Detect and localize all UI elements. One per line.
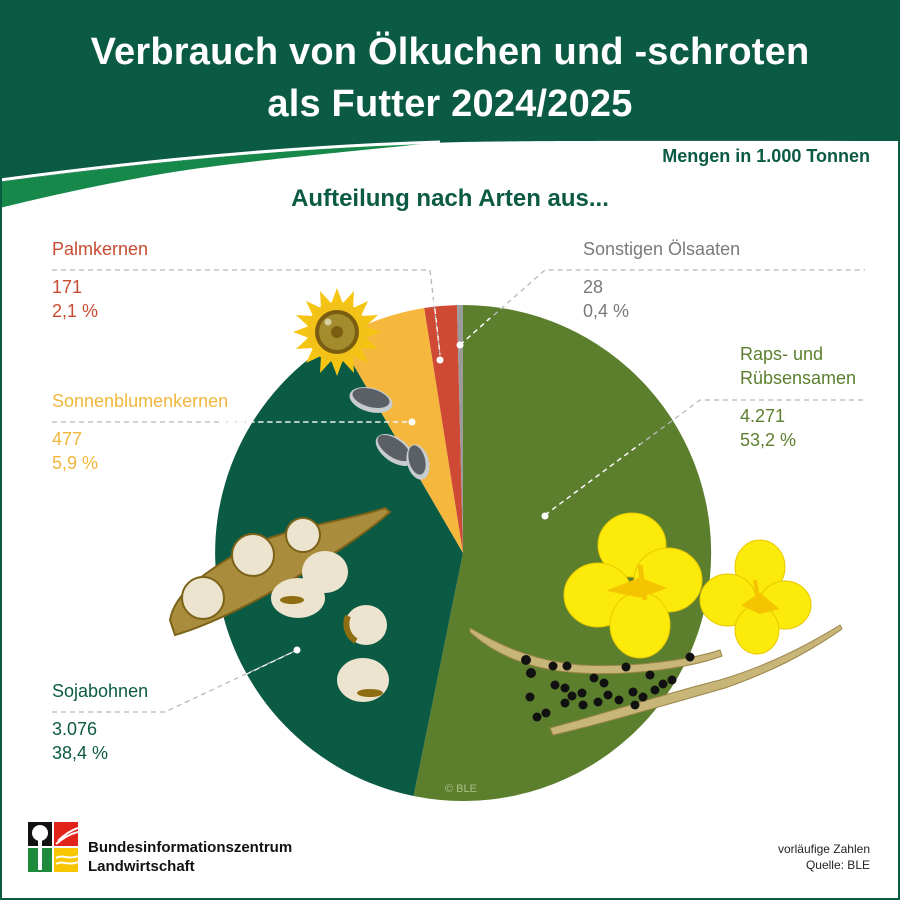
label-raps: Raps- und Rübsensamen 4.271 53,2 % (740, 342, 856, 452)
label-palmkernen-name: Palmkernen (52, 239, 149, 259)
slice-sonnenblumen (338, 308, 463, 553)
label-raps-name-1: Raps- und (740, 344, 824, 364)
note-source: Quelle: BLE (805, 858, 870, 872)
label-raps-value: 4.271 (740, 406, 786, 426)
label-soja-name: Sojabohnen (52, 681, 149, 701)
note-preliminary: vorläufige Zahlen (777, 842, 870, 856)
rapeseed-pod-icon (469, 624, 843, 736)
label-soja: Sojabohnen 3.076 38,4 % (52, 679, 148, 765)
label-raps-percent: 53,2 % (740, 430, 797, 450)
title-line-2: als Futter 2024/2025 (267, 83, 633, 125)
header-banner (0, 0, 900, 208)
label-palmkernen: Palmkernen 171 2,1 % (52, 237, 148, 323)
label-sonstige-percent: 0,4 % (583, 301, 630, 321)
label-raps-name-2: Rübsensamen (740, 368, 857, 388)
label-sonnenblumen-value: 477 (52, 429, 83, 449)
organization-name: Bundesinformationszentrum Landwirtschaft (88, 838, 292, 876)
bzl-logo-icon (28, 822, 78, 872)
rapeseed-seeds-icon (521, 652, 695, 722)
sunflower-icon (293, 288, 381, 376)
copyright-notice: © BLE (445, 783, 477, 795)
rapeseed-flower-icon (563, 512, 812, 659)
label-sonstige: Sonstigen Ölsaaten 28 0,4 % (583, 237, 740, 323)
label-sonnenblumen: Sonnenblumenkernen 477 5,9 % (52, 389, 228, 475)
label-soja-value: 3.076 (52, 719, 98, 739)
organization-line-2: Landwirtschaft (88, 858, 195, 875)
unit-label: Mengen in 1.000 Tonnen (662, 146, 870, 166)
organization-line-1: Bundesinformationszentrum (88, 839, 293, 856)
page-title: Verbrauch von Ölkuchen und -schroten als… (0, 26, 900, 130)
chart-subtitle: Aufteilung nach Arten aus... (291, 185, 609, 212)
label-sonnenblumen-percent: 5,9 % (52, 453, 99, 473)
label-palmkernen-percent: 2,1 % (52, 301, 99, 321)
title-line-1: Verbrauch von Ölkuchen und -schroten (90, 31, 810, 73)
soybean-icon (168, 506, 392, 702)
label-sonnenblumen-name: Sonnenblumenkernen (52, 391, 229, 411)
label-soja-percent: 38,4 % (52, 743, 109, 763)
slice-raps (413, 304, 712, 802)
source-note: vorläufige Zahlen Quelle: BLE (778, 841, 870, 873)
slice-palmkernen (424, 305, 463, 553)
slice-sonstige (457, 305, 463, 553)
label-sonstige-name: Sonstigen Ölsaaten (583, 239, 741, 259)
sunflower-seeds-icon (349, 387, 430, 480)
label-palmkernen-value: 171 (52, 277, 83, 297)
label-sonstige-value: 28 (583, 277, 604, 297)
